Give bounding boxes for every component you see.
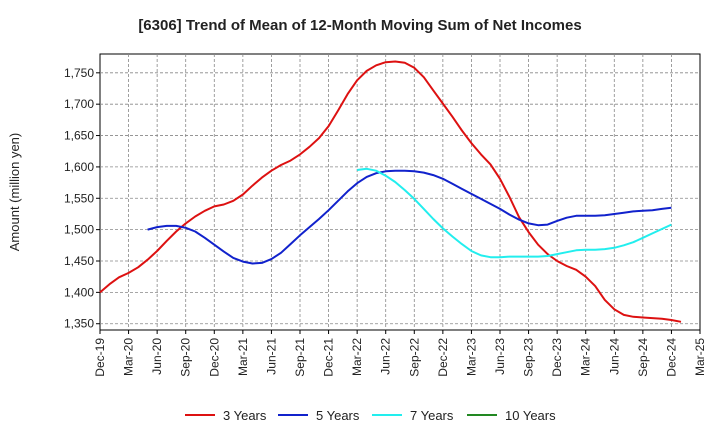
x-tick-label: Dec-24 — [664, 338, 678, 377]
x-tick-label: Jun-21 — [264, 338, 278, 375]
x-tick-label: Dec-22 — [436, 338, 450, 377]
y-axis-ticks: 1,350 1,400 1,450 1,500 1,550 1,600 1,650 1,700… — [64, 66, 100, 331]
y-tick-label: 1,700 — [64, 97, 94, 111]
y-tick-label: 1,350 — [64, 317, 94, 331]
x-tick-label: Jun-23 — [493, 338, 507, 375]
x-tick-label: Dec-23 — [550, 338, 564, 377]
x-tick-label: Mar-21 — [236, 338, 250, 376]
y-tick-label: 1,500 — [64, 223, 94, 237]
y-tick-label: 1,600 — [64, 160, 94, 174]
x-tick-label: Mar-25 — [693, 338, 707, 376]
x-tick-label: Jun-24 — [607, 338, 621, 375]
series-line-7-years — [356, 167, 672, 259]
legend: 3 Years 5 Years 7 Years 10 Years — [185, 408, 556, 423]
x-tick-label: Sep-24 — [636, 338, 650, 377]
series-line-3-years — [99, 60, 682, 323]
x-tick-label: Mar-20 — [122, 338, 136, 376]
x-tick-label: Sep-23 — [522, 338, 536, 377]
x-tick-label: Sep-20 — [179, 338, 193, 377]
x-tick-label: Dec-21 — [322, 338, 336, 377]
series-lines — [99, 60, 682, 323]
x-tick-label: Mar-24 — [579, 338, 593, 376]
legend-label: 3 Years — [223, 408, 267, 423]
x-tick-label: Dec-19 — [93, 338, 107, 377]
y-tick-label: 1,400 — [64, 285, 94, 299]
legend-label: 7 Years — [410, 408, 454, 423]
y-tick-label: 1,650 — [64, 129, 94, 143]
x-tick-label: Sep-21 — [293, 338, 307, 377]
legend-label: 10 Years — [505, 408, 556, 423]
y-tick-label: 1,550 — [64, 191, 94, 205]
x-tick-label: Jun-22 — [379, 338, 393, 375]
series-line-5-years — [147, 169, 672, 265]
legend-label: 5 Years — [316, 408, 360, 423]
x-axis-ticks: Dec-19 Mar-20 Jun-20 Sep-20 Dec-20 Mar-21 Jun-… — [93, 330, 707, 377]
y-tick-label: 1,750 — [64, 66, 94, 80]
plot-area — [99, 53, 701, 331]
x-tick-label: Dec-20 — [207, 338, 221, 377]
x-tick-label: Mar-23 — [464, 338, 478, 376]
x-tick-label: Jun-20 — [150, 338, 164, 375]
x-tick-label: Sep-22 — [407, 338, 421, 377]
x-tick-label: Mar-22 — [350, 338, 364, 376]
chart-title: [6306] Trend of Mean of 12-Month Moving … — [138, 17, 581, 34]
y-axis-label: Amount (million yen) — [7, 133, 22, 252]
y-tick-label: 1,450 — [64, 254, 94, 268]
